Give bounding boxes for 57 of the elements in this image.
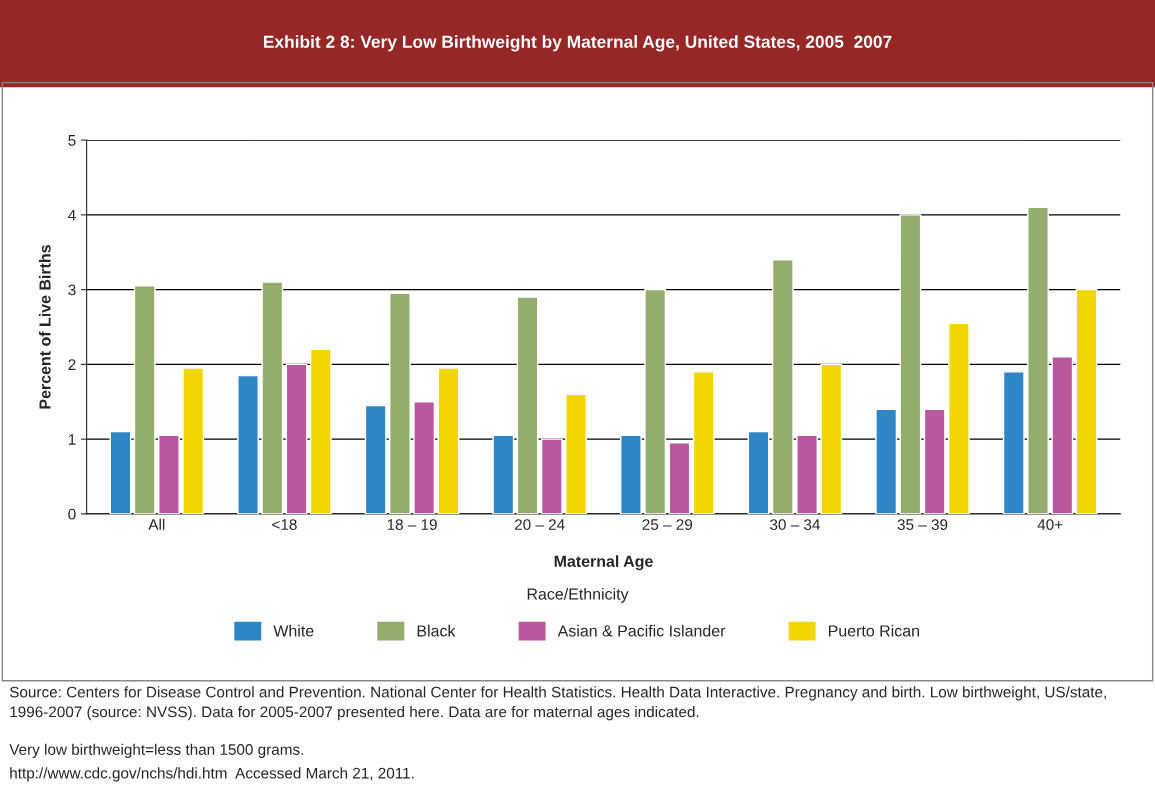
y-axis-title: Percent of Live Births: [38, 245, 51, 409]
y-tick-label: 4: [68, 209, 76, 221]
bar: [285, 363, 308, 514]
bar: [437, 367, 460, 514]
x-tick-label: 18 – 19: [387, 519, 437, 530]
bar: [182, 367, 205, 514]
y-tick-label: 2: [68, 359, 76, 370]
bar: [540, 438, 563, 514]
bar: [923, 408, 946, 514]
bar: [1075, 288, 1098, 514]
y-tick-label: 0: [68, 508, 76, 520]
bar: [413, 401, 436, 514]
legend-title: Race/Ethnicity: [527, 587, 629, 603]
text: Very low birthweight=less than 1500 grams.: [9, 743, 303, 758]
legend-label: Puerto Rican: [828, 624, 919, 637]
bar: [158, 434, 180, 514]
x-tick-label: 40+: [1037, 519, 1063, 530]
bar: [1051, 356, 1074, 514]
bar: [492, 434, 515, 514]
text: http://www.cdc.gov/nchs/hdi.htm Accessed March 21, 2011.: [10, 767, 414, 782]
bar: [948, 322, 970, 514]
x-tick-label: All: [148, 518, 165, 530]
bar: [309, 348, 332, 514]
bar: [516, 296, 539, 514]
bar: [620, 434, 642, 514]
x-tick-label: 20 – 24: [514, 519, 565, 530]
bar: [109, 430, 132, 514]
x-tick-label: 25 – 29: [642, 519, 693, 530]
x-tick-label: <18: [272, 519, 297, 530]
bar: [1027, 206, 1049, 514]
x-tick-label: 35 – 39: [897, 519, 948, 530]
bar: [771, 259, 794, 514]
bar: [389, 292, 411, 514]
bar: [692, 371, 715, 514]
bar: [1002, 371, 1025, 514]
bar: [747, 430, 770, 514]
bar: [565, 393, 587, 514]
bar: [796, 434, 818, 514]
y-tick-label: 3: [68, 284, 76, 296]
bar: [364, 404, 387, 514]
y-tick-label: 5: [68, 135, 76, 146]
source-note: Source: Centers for Disease Control and Prevention. National Center for Health Statistics. Health Data Interactive. Pregnancy and birth. Low birthweight, US/state, 1996-2007 (source: NVSS). Data for 2005-2007 presented here. Data are for maternal ages indicated.: [9, 686, 1106, 721]
legend-label: Black: [417, 624, 456, 637]
bar: [644, 288, 667, 514]
bar: [237, 374, 259, 514]
x-tick-label: 30 – 34: [770, 519, 820, 530]
y-tick-label: 1: [68, 434, 76, 445]
bar: [875, 408, 898, 514]
bar: [133, 285, 156, 514]
legend-label: White: [273, 624, 314, 637]
bar: [899, 214, 922, 514]
x-axis-title: Maternal Age: [554, 555, 653, 571]
bar: [820, 363, 843, 514]
chart-title: Exhibit 2 8: Very Low Birthweight by Maternal Age, United States, 2005 2007: [264, 35, 892, 52]
bar: [261, 281, 284, 514]
bar: [668, 442, 691, 514]
legend-label: Asian & Pacific Islander: [557, 624, 726, 637]
